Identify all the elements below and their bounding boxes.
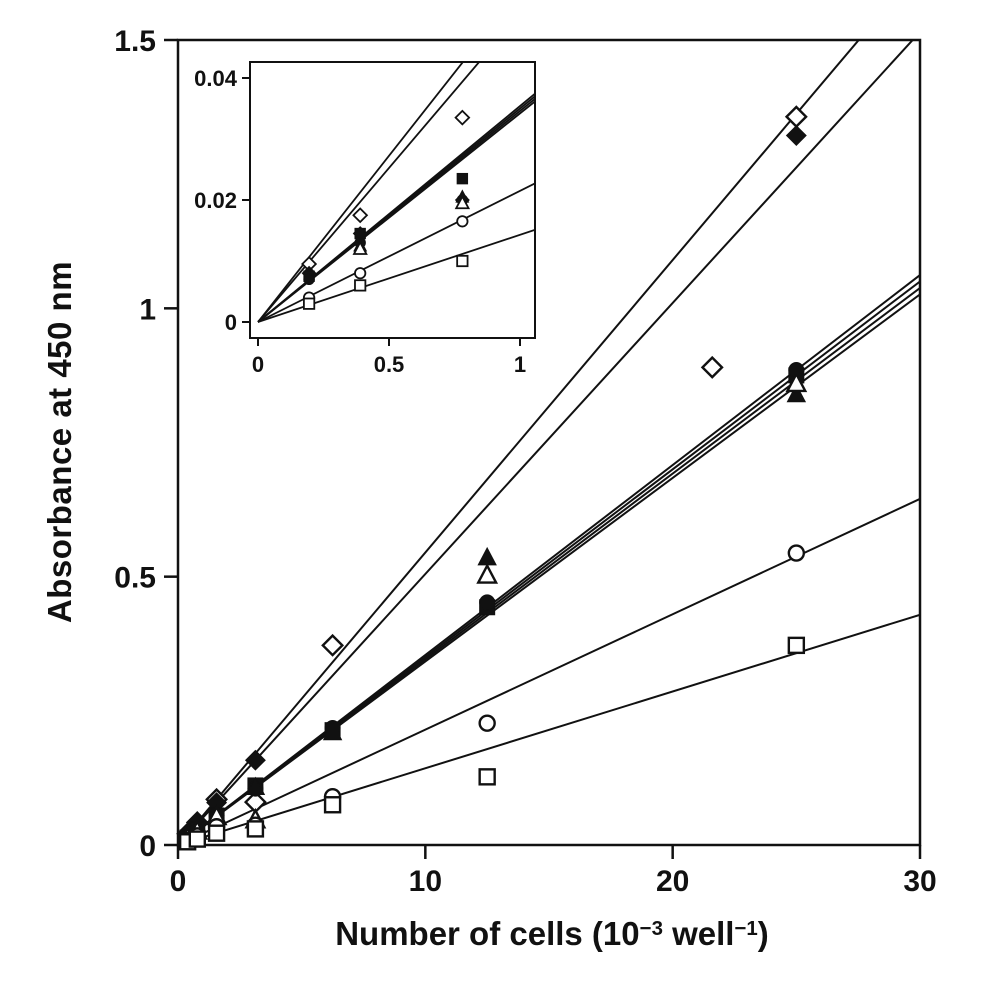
- open-diamond-marker: [352, 207, 369, 224]
- main-axes-frame: [176, 38, 922, 847]
- open-triangle-fit-line: [178, 293, 920, 845]
- inset-x-tick-label: 0.5: [374, 352, 405, 377]
- x-tick-label: 20: [656, 865, 689, 898]
- open-square-marker: [302, 297, 316, 310]
- y-tick-label: 0.5: [114, 562, 156, 595]
- open-square-marker: [478, 768, 496, 786]
- open-square-marker: [354, 279, 367, 292]
- inset-series-markers: [301, 109, 471, 310]
- filled-diamond-marker: [244, 749, 266, 771]
- filled-triangle-marker: [245, 776, 266, 796]
- open-square-marker: [246, 820, 265, 838]
- open-square-marker: [188, 830, 206, 848]
- inset-axis-ticks: 0 0.5 1 0 0.02 0.04: [194, 66, 526, 377]
- open-circle-marker: [354, 267, 367, 280]
- filled-diamond-fit-line: [178, 40, 915, 845]
- open-circle-marker: [456, 215, 469, 228]
- open-square-marker: [456, 254, 469, 268]
- open-diamond-inset-fit-line: [257, 62, 465, 323]
- y-tick-label: 1: [139, 293, 156, 326]
- filled-diamond-marker: [785, 125, 807, 146]
- open-square-marker: [323, 796, 342, 814]
- inset-axes-frame: [249, 61, 536, 339]
- x-axis-label-prefix: Number of cells (10: [335, 915, 640, 952]
- x-tick-label: 10: [409, 865, 442, 898]
- x-tick-label: 30: [903, 865, 936, 898]
- inset-y-tick-label: 0: [225, 310, 237, 335]
- x-axis-label: Number of cells (10−3 well−1): [335, 915, 769, 953]
- inset-x-tick-label: 0: [252, 352, 264, 377]
- filled-triangle-marker: [477, 546, 497, 566]
- x-axis-label-suffix: ): [757, 915, 769, 952]
- filled-diamond-inset-fit-line: [257, 62, 481, 323]
- open-square-marker: [207, 824, 226, 842]
- open-diamond-marker: [321, 633, 345, 657]
- main-fit-lines: [178, 40, 920, 845]
- x-axis-label-exponent: −3: [639, 916, 663, 940]
- y-tick-label: 1.5: [114, 25, 156, 58]
- open-triangle-marker: [476, 563, 499, 584]
- open-circle-inset-fit-line: [257, 182, 535, 323]
- open-diamond-marker: [784, 105, 808, 129]
- inset-y-tick-label: 0.02: [194, 188, 237, 213]
- filled-triangle-marker: [322, 721, 343, 741]
- x-axis-label-exponent2: −1: [734, 916, 758, 940]
- inset-y-tick-label: 0.04: [194, 66, 238, 91]
- open-triangle-marker: [785, 371, 808, 393]
- open-diamond-marker: [454, 109, 471, 126]
- inset-x-tick-label: 1: [514, 352, 526, 377]
- filled-triangle-marker: [786, 383, 807, 403]
- open-circle-marker: [478, 714, 496, 732]
- filled-circle-marker: [479, 594, 496, 611]
- y-axis-label: Absorbance at 450 nm: [41, 260, 78, 624]
- open-square-fit-line: [178, 613, 920, 845]
- y-tick-label: 0: [139, 830, 156, 863]
- x-axis-label-mid: well: [662, 915, 735, 952]
- open-square-marker: [787, 636, 806, 655]
- x-tick-label: 0: [170, 865, 187, 898]
- open-triangle-marker: [454, 194, 471, 210]
- open-diamond-fit-line: [178, 40, 861, 845]
- open-circle-marker: [787, 544, 806, 562]
- main-series-markers: [176, 105, 808, 851]
- open-diamond-marker: [700, 355, 724, 379]
- filled-circle-marker: [303, 273, 315, 285]
- open-circle-fit-line: [178, 497, 920, 845]
- filled-square-marker: [456, 172, 469, 185]
- open-triangle-marker: [352, 240, 368, 255]
